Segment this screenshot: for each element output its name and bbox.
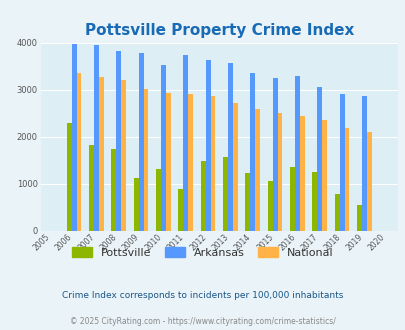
Bar (111, 149, 116, 231)
Bar (339, 94, 344, 231)
Bar (183, 55, 188, 231)
Bar (89, 146, 94, 231)
Bar (133, 178, 138, 231)
Bar (299, 116, 304, 231)
Bar (245, 173, 249, 231)
Bar (316, 87, 322, 231)
Bar (66, 123, 71, 231)
Bar (272, 78, 277, 231)
Title: Pottsville Property Crime Index: Pottsville Property Crime Index (84, 22, 353, 38)
Bar (156, 169, 160, 231)
Bar (77, 73, 81, 231)
Bar (200, 161, 205, 231)
Bar (366, 132, 371, 231)
Bar (166, 93, 171, 231)
Bar (143, 89, 148, 231)
Text: Crime Index corresponds to incidents per 100,000 inhabitants: Crime Index corresponds to incidents per… (62, 291, 343, 300)
Bar (311, 172, 316, 231)
Bar (138, 53, 143, 231)
Bar (249, 73, 255, 231)
Bar (277, 114, 282, 231)
Bar (289, 167, 294, 231)
Bar (361, 96, 366, 231)
Bar (121, 80, 126, 231)
Bar (222, 157, 227, 231)
Bar (99, 77, 104, 231)
Text: © 2025 CityRating.com - https://www.cityrating.com/crime-statistics/: © 2025 CityRating.com - https://www.city… (70, 317, 335, 326)
Bar (210, 96, 215, 231)
Bar (94, 45, 99, 231)
Bar (356, 205, 361, 231)
Bar (188, 94, 193, 231)
Legend: Pottsville, Arkansas, National: Pottsville, Arkansas, National (70, 245, 335, 260)
Bar (255, 109, 260, 231)
Bar (344, 128, 349, 231)
Bar (294, 76, 299, 231)
Bar (178, 189, 183, 231)
Bar (334, 194, 339, 231)
Bar (205, 60, 210, 231)
Bar (160, 65, 166, 231)
Bar (267, 181, 272, 231)
Bar (116, 51, 121, 231)
Bar (322, 120, 326, 231)
Bar (232, 103, 237, 231)
Bar (227, 63, 232, 231)
Bar (71, 44, 77, 231)
